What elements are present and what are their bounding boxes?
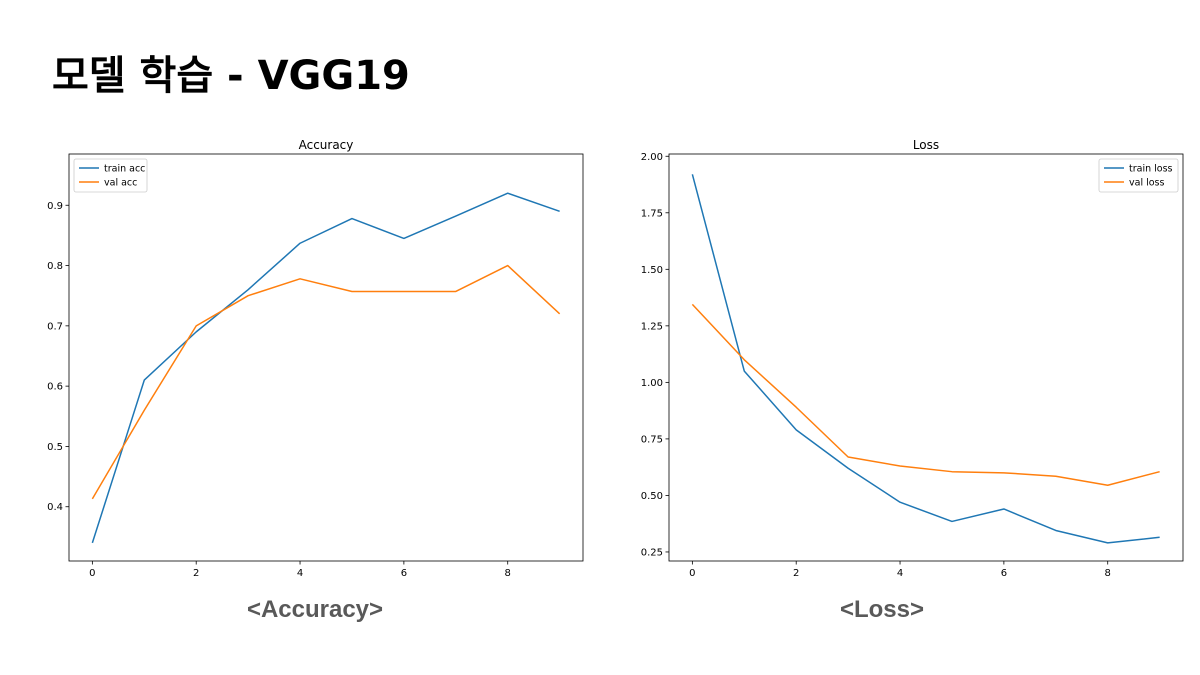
x-tick-label: 8 xyxy=(505,568,511,579)
chart-title: Accuracy xyxy=(299,138,354,152)
y-tick-label: 1.00 xyxy=(641,378,663,389)
x-tick-label: 2 xyxy=(193,568,199,579)
legend-label: val acc xyxy=(104,178,137,189)
y-tick-label: 1.50 xyxy=(641,265,663,276)
series-line-val-loss xyxy=(691,303,1160,486)
chart-title: Loss xyxy=(913,138,939,152)
y-tick-label: 1.25 xyxy=(641,321,663,332)
series-line-train-acc xyxy=(91,192,560,544)
x-tick-label: 8 xyxy=(1105,568,1111,579)
plot-frame xyxy=(68,153,584,562)
x-tick-label: 2 xyxy=(793,568,799,579)
loss-caption: <Loss> xyxy=(839,596,925,623)
y-tick-label: 0.7 xyxy=(47,321,63,332)
y-tick-label: 0.5 xyxy=(47,442,63,453)
slide-title: 모델 학습 - VGG19 xyxy=(52,53,410,99)
legend-label: val loss xyxy=(1129,178,1165,189)
legend: train acc val acc xyxy=(73,158,148,193)
y-tick-label: 0.50 xyxy=(641,491,663,502)
y-tick-label: 0.25 xyxy=(641,547,663,558)
y-tick-label: 2.00 xyxy=(641,152,663,163)
y-tick-label: 0.4 xyxy=(47,502,63,513)
legend-label: train loss xyxy=(1129,164,1173,175)
plot-frame xyxy=(668,153,1184,562)
x-tick-label: 6 xyxy=(1001,568,1007,579)
x-tick-label: 0 xyxy=(689,568,695,579)
x-tick-label: 0 xyxy=(89,568,95,579)
accuracy-chart: Accuracy 0 2 4 6 8 0.4 0.5 0.6 0.7 0.8 0.9 train acc… xyxy=(47,138,584,579)
y-tick-label: 0.9 xyxy=(47,201,63,212)
x-tick-label: 6 xyxy=(401,568,407,579)
y-tick-label: 0.8 xyxy=(47,261,63,272)
legend-label: train acc xyxy=(104,164,145,175)
y-tick-label: 1.75 xyxy=(641,208,663,219)
accuracy-caption: <Accuracy> xyxy=(246,596,384,623)
x-tick-label: 4 xyxy=(297,568,303,579)
legend: train loss val loss xyxy=(1098,158,1179,193)
loss-chart: Loss 0 2 4 6 8 0.25 0.50 0.75 1.00 1.25 1.50 1.75 2.0… xyxy=(641,138,1184,579)
x-tick-label: 4 xyxy=(897,568,903,579)
series-line-train-loss xyxy=(691,174,1160,544)
y-tick-label: 0.6 xyxy=(47,382,63,393)
series-line-val-acc xyxy=(91,264,561,500)
y-tick-label: 0.75 xyxy=(641,434,663,445)
